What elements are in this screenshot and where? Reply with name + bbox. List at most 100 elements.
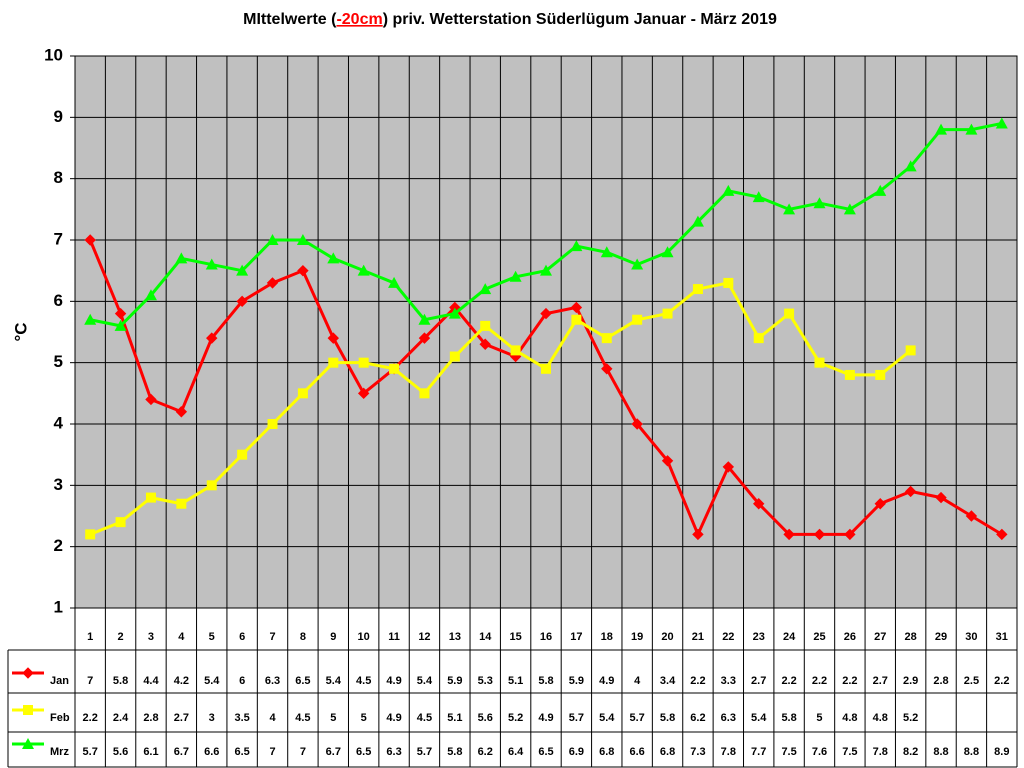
table-value: 6.5 [538, 746, 553, 758]
x-tick-label: 26 [844, 631, 856, 643]
table-value: 5.7 [569, 712, 584, 724]
table-value: 4 [269, 712, 276, 724]
marker [570, 301, 583, 314]
table-value: 7 [300, 746, 306, 758]
marker [783, 528, 795, 541]
marker [784, 308, 795, 319]
marker [540, 307, 552, 320]
table-value: 6.7 [174, 746, 189, 758]
table-value: 6.9 [569, 746, 584, 758]
y-tick-label: 4 [54, 413, 64, 432]
table-value: 5.8 [113, 675, 128, 687]
table-value: 3 [209, 712, 215, 724]
marker [691, 215, 704, 227]
table-value: 6.3 [265, 675, 280, 687]
table-value: 4.2 [174, 675, 189, 687]
x-tick-label: 23 [753, 631, 765, 643]
table-value: 5.4 [599, 712, 615, 724]
marker [661, 455, 674, 467]
table-value: 4 [634, 675, 641, 687]
marker [236, 295, 248, 308]
table-value: 2.7 [174, 712, 189, 724]
table-value: 4.4 [143, 675, 159, 687]
table-value: 6.3 [386, 746, 401, 758]
marker [145, 393, 157, 406]
table-value: 4.8 [873, 712, 888, 724]
table-value: 2.8 [933, 675, 948, 687]
marker [935, 123, 948, 135]
table-value: 5 [816, 712, 822, 724]
marker [904, 485, 917, 498]
x-tick-label: 12 [418, 631, 430, 643]
y-tick-label: 1 [54, 597, 63, 616]
table-value: 7.7 [751, 746, 766, 758]
marker [965, 123, 978, 135]
table-value: 6.2 [478, 746, 493, 758]
marker [328, 357, 339, 368]
marker [571, 314, 582, 325]
marker [418, 332, 431, 344]
x-tick-label: 28 [905, 631, 917, 643]
marker [600, 246, 613, 258]
table-value: 5.7 [417, 746, 432, 758]
x-tick-label: 6 [239, 631, 245, 643]
x-tick-label: 13 [449, 631, 461, 643]
marker [722, 184, 735, 196]
table-value: 6.1 [143, 746, 158, 758]
x-tick-label: 22 [722, 631, 734, 643]
table-value: 2.2 [994, 675, 1009, 687]
table-value: 4.8 [842, 712, 857, 724]
marker [23, 705, 33, 715]
y-tick-label: 7 [54, 229, 63, 248]
y-tick-label: 9 [54, 107, 63, 126]
marker [541, 363, 551, 374]
table-value: 6.5 [295, 675, 310, 687]
x-tick-label: 8 [300, 631, 306, 643]
table-value: 5.2 [903, 712, 918, 724]
marker [874, 184, 887, 196]
table-value: 7 [87, 675, 93, 687]
x-tick-label: 14 [479, 631, 492, 643]
marker [448, 307, 461, 319]
marker [327, 332, 339, 344]
marker [22, 738, 34, 749]
table-value: 4.5 [417, 712, 432, 724]
marker [662, 308, 673, 319]
table-value: 6.6 [204, 746, 219, 758]
table-value: 7.5 [842, 746, 857, 758]
table-value: 6.5 [234, 746, 249, 758]
table-value: 7.8 [721, 746, 736, 758]
x-tick-label: 7 [269, 631, 275, 643]
table-value: 6.4 [508, 746, 524, 758]
table-value: 5.4 [326, 675, 342, 687]
table-value: 2.2 [842, 675, 857, 687]
x-tick-label: 9 [330, 631, 336, 643]
marker [661, 246, 674, 258]
marker [236, 264, 249, 276]
marker [175, 406, 188, 418]
x-tick-label: 31 [996, 631, 1008, 643]
table-value: 6.8 [660, 746, 675, 758]
y-tick-label: 5 [54, 352, 63, 371]
marker [540, 264, 552, 276]
table-value: 5 [361, 712, 367, 724]
legend-label: Mrz [50, 746, 69, 758]
x-tick-label: 3 [148, 631, 154, 643]
marker [266, 234, 279, 245]
marker [996, 528, 1008, 541]
table-value: 5.3 [478, 675, 493, 687]
table-value: 5.4 [417, 675, 433, 687]
x-tick-label: 21 [692, 631, 704, 643]
table-value: 4.5 [356, 675, 371, 687]
marker [419, 388, 430, 399]
marker [297, 388, 308, 399]
x-tick-label: 29 [935, 631, 947, 643]
marker [905, 345, 916, 356]
table-value: 5.8 [447, 746, 462, 758]
x-tick-label: 16 [540, 631, 552, 643]
marker [115, 517, 126, 528]
marker [935, 491, 947, 504]
table-value: 7.6 [812, 746, 827, 758]
marker [752, 191, 765, 203]
marker [813, 528, 826, 541]
